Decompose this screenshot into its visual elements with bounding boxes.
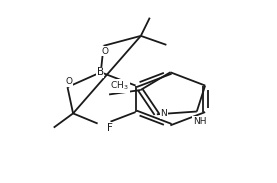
Text: B: B [97, 67, 104, 77]
Text: F: F [107, 123, 113, 132]
Text: O: O [65, 77, 72, 86]
Text: O: O [101, 47, 109, 56]
Text: NH: NH [193, 117, 206, 126]
Text: N: N [160, 109, 167, 118]
Text: CH$_3$: CH$_3$ [111, 80, 129, 92]
